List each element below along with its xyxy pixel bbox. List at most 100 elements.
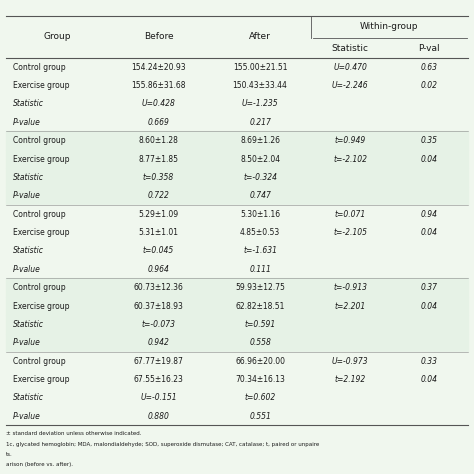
Text: 60.37±18.93: 60.37±18.93 bbox=[134, 301, 183, 310]
Text: 0.37: 0.37 bbox=[420, 283, 437, 292]
Text: 60.73±12.36: 60.73±12.36 bbox=[134, 283, 183, 292]
Text: U=-1.235: U=-1.235 bbox=[242, 100, 278, 109]
Text: 8.60±1.28: 8.60±1.28 bbox=[138, 136, 178, 145]
Text: Within-group: Within-group bbox=[360, 22, 419, 31]
Text: Exercise group: Exercise group bbox=[13, 375, 70, 384]
Text: Control group: Control group bbox=[13, 63, 66, 72]
Bar bbox=[6, 223, 468, 242]
Bar bbox=[6, 113, 468, 131]
Text: t=-2.102: t=-2.102 bbox=[333, 155, 367, 164]
Bar bbox=[6, 38, 468, 58]
Text: U=0.470: U=0.470 bbox=[333, 63, 367, 72]
Text: 8.69±1.26: 8.69±1.26 bbox=[240, 136, 280, 145]
Text: 154.24±20.93: 154.24±20.93 bbox=[131, 63, 186, 72]
Text: 8.77±1.85: 8.77±1.85 bbox=[138, 155, 179, 164]
Text: Control group: Control group bbox=[13, 356, 66, 365]
Text: 8.50±2.04: 8.50±2.04 bbox=[240, 155, 280, 164]
Text: Statistic: Statistic bbox=[13, 393, 44, 402]
Bar bbox=[6, 150, 468, 168]
Text: Exercise group: Exercise group bbox=[13, 301, 70, 310]
Text: Statistic: Statistic bbox=[13, 173, 44, 182]
Bar bbox=[6, 187, 468, 205]
Text: Exercise group: Exercise group bbox=[13, 228, 70, 237]
Text: U=-0.151: U=-0.151 bbox=[140, 393, 177, 402]
Text: Statistic: Statistic bbox=[13, 100, 44, 109]
Text: 0.111: 0.111 bbox=[249, 265, 271, 274]
Bar bbox=[6, 58, 468, 76]
Text: 0.217: 0.217 bbox=[249, 118, 271, 127]
Text: Exercise group: Exercise group bbox=[13, 81, 70, 90]
Text: 62.82±18.51: 62.82±18.51 bbox=[236, 301, 285, 310]
Text: 5.31±1.01: 5.31±1.01 bbox=[138, 228, 179, 237]
Text: 0.94: 0.94 bbox=[420, 210, 437, 219]
Bar bbox=[6, 76, 468, 95]
Bar bbox=[6, 278, 468, 297]
Text: 0.747: 0.747 bbox=[249, 191, 271, 201]
Text: 0.722: 0.722 bbox=[147, 191, 169, 201]
Bar bbox=[6, 260, 468, 278]
Text: t=2.192: t=2.192 bbox=[335, 375, 366, 384]
Text: t=2.201: t=2.201 bbox=[335, 301, 366, 310]
Bar bbox=[6, 297, 468, 315]
Bar bbox=[6, 16, 468, 38]
Bar bbox=[6, 315, 468, 334]
Text: 0.942: 0.942 bbox=[147, 338, 169, 347]
Text: Control group: Control group bbox=[13, 210, 66, 219]
Text: P-value: P-value bbox=[13, 265, 41, 274]
Text: 59.93±12.75: 59.93±12.75 bbox=[235, 283, 285, 292]
Text: t=-0.913: t=-0.913 bbox=[333, 283, 367, 292]
Text: 155.86±31.68: 155.86±31.68 bbox=[131, 81, 186, 90]
Text: 0.964: 0.964 bbox=[147, 265, 169, 274]
Text: ± standard deviation unless otherwise indicated.: ± standard deviation unless otherwise in… bbox=[6, 431, 142, 436]
Text: 0.02: 0.02 bbox=[420, 81, 437, 90]
Text: t=-0.324: t=-0.324 bbox=[243, 173, 277, 182]
Text: U=0.428: U=0.428 bbox=[142, 100, 175, 109]
Text: 1c, glycated hemoglobin; MDA, malondialdehyde; SOD, superoxide dismutase; CAT, c: 1c, glycated hemoglobin; MDA, malondiald… bbox=[6, 441, 319, 447]
Text: Control group: Control group bbox=[13, 136, 66, 145]
Text: 67.55±16.23: 67.55±16.23 bbox=[134, 375, 183, 384]
Text: 0.63: 0.63 bbox=[420, 63, 437, 72]
Text: Statistic: Statistic bbox=[13, 246, 44, 255]
Text: 0.04: 0.04 bbox=[420, 301, 437, 310]
Text: t=0.949: t=0.949 bbox=[335, 136, 366, 145]
Text: P-value: P-value bbox=[13, 191, 41, 201]
Bar bbox=[6, 168, 468, 187]
Text: Statistic: Statistic bbox=[13, 320, 44, 329]
Text: P-value: P-value bbox=[13, 412, 41, 421]
Text: t=0.045: t=0.045 bbox=[143, 246, 174, 255]
Text: Exercise group: Exercise group bbox=[13, 155, 70, 164]
Bar bbox=[6, 131, 468, 150]
Text: 5.30±1.16: 5.30±1.16 bbox=[240, 210, 280, 219]
Text: t=0.602: t=0.602 bbox=[245, 393, 276, 402]
Text: 150.43±33.44: 150.43±33.44 bbox=[233, 81, 288, 90]
Text: 0.551: 0.551 bbox=[249, 412, 271, 421]
Text: t=-1.631: t=-1.631 bbox=[243, 246, 277, 255]
Text: arison (before vs. after).: arison (before vs. after). bbox=[6, 462, 73, 467]
Text: Control group: Control group bbox=[13, 283, 66, 292]
Bar bbox=[6, 352, 468, 370]
Text: t=0.071: t=0.071 bbox=[335, 210, 366, 219]
Text: P-val: P-val bbox=[418, 44, 439, 53]
Text: 4.85±0.53: 4.85±0.53 bbox=[240, 228, 280, 237]
Text: t=-0.073: t=-0.073 bbox=[142, 320, 175, 329]
Bar bbox=[6, 95, 468, 113]
Text: 0.669: 0.669 bbox=[147, 118, 169, 127]
Text: After: After bbox=[249, 32, 271, 41]
Text: Before: Before bbox=[144, 32, 173, 41]
Bar bbox=[6, 407, 468, 426]
Text: 5.29±1.09: 5.29±1.09 bbox=[138, 210, 179, 219]
Bar bbox=[6, 370, 468, 389]
Text: 0.880: 0.880 bbox=[147, 412, 169, 421]
Bar bbox=[6, 242, 468, 260]
Text: t=-2.105: t=-2.105 bbox=[333, 228, 367, 237]
Text: 155.00±21.51: 155.00±21.51 bbox=[233, 63, 287, 72]
Text: t=0.358: t=0.358 bbox=[143, 173, 174, 182]
Text: 0.558: 0.558 bbox=[249, 338, 271, 347]
Bar bbox=[6, 334, 468, 352]
Text: t=0.591: t=0.591 bbox=[245, 320, 276, 329]
Text: P-value: P-value bbox=[13, 338, 41, 347]
Text: 66.96±20.00: 66.96±20.00 bbox=[235, 356, 285, 365]
Text: 0.35: 0.35 bbox=[420, 136, 437, 145]
Text: 0.04: 0.04 bbox=[420, 155, 437, 164]
Text: Group: Group bbox=[43, 32, 71, 41]
